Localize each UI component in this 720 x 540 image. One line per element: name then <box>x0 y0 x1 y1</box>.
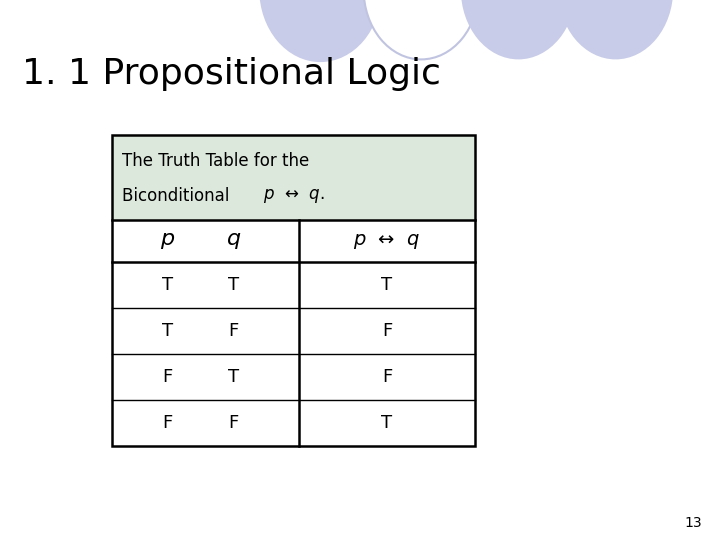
Text: F: F <box>163 368 173 386</box>
Bar <box>112 220 475 446</box>
Text: 13: 13 <box>685 516 702 530</box>
Text: T: T <box>162 322 174 340</box>
Text: F: F <box>228 414 238 431</box>
Ellipse shape <box>259 0 382 62</box>
Ellipse shape <box>364 0 479 59</box>
Text: $q$: $q$ <box>225 231 241 251</box>
Text: T: T <box>382 414 392 431</box>
Text: F: F <box>382 368 392 386</box>
Bar <box>112 135 475 446</box>
Text: T: T <box>228 276 239 294</box>
Text: 1. 1 Propositional Logic: 1. 1 Propositional Logic <box>22 57 441 91</box>
Text: T: T <box>228 368 239 386</box>
Bar <box>112 135 475 220</box>
Text: T: T <box>162 276 174 294</box>
Text: The Truth Table for the: The Truth Table for the <box>122 152 310 170</box>
Text: $p$  ↔  $q$.: $p$ ↔ $q$. <box>263 187 325 206</box>
Text: T: T <box>382 276 392 294</box>
Text: $p$: $p$ <box>160 231 176 251</box>
Text: F: F <box>228 322 238 340</box>
Text: $p$  ↔  $q$: $p$ ↔ $q$ <box>354 232 420 251</box>
Text: F: F <box>382 322 392 340</box>
Ellipse shape <box>558 0 673 59</box>
Ellipse shape <box>461 0 576 59</box>
Text: Biconditional: Biconditional <box>122 187 235 206</box>
Text: F: F <box>163 414 173 431</box>
